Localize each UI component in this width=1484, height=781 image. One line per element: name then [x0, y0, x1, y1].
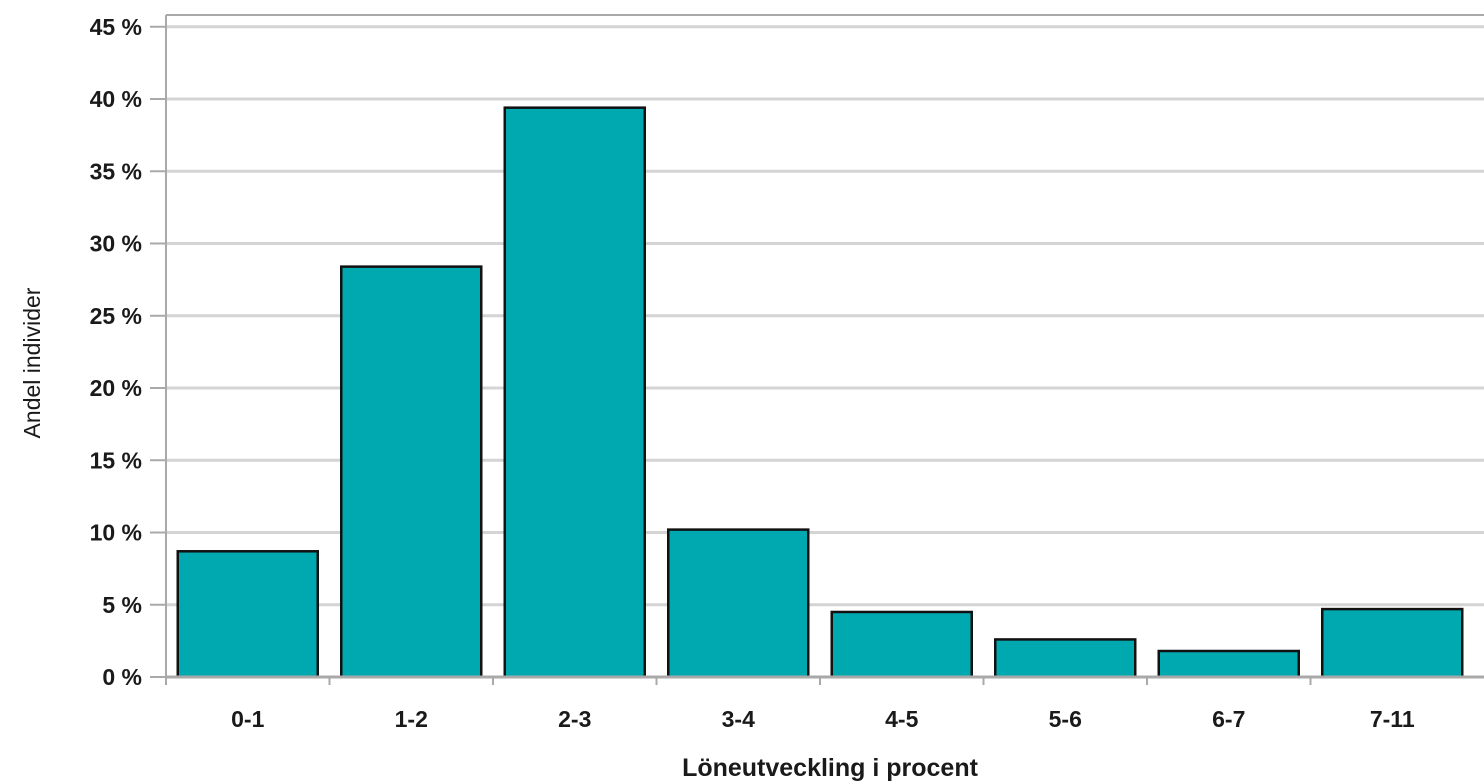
bar-4-5: [830, 610, 973, 679]
y-tick-label: 25 %: [90, 303, 142, 329]
bar-2-3: [503, 106, 646, 679]
x-tick-label: 2-3: [558, 706, 591, 732]
x-tick-label: 0-1: [231, 706, 264, 732]
bar-0-1: [176, 550, 319, 679]
bar-7-11: [1321, 607, 1464, 679]
x-axis-title: Löneutveckling i procent: [682, 754, 979, 781]
x-tick-label: 1-2: [395, 706, 428, 732]
x-tick-label: 5-6: [1049, 706, 1082, 732]
y-tick-label: 0 %: [102, 664, 142, 690]
x-tick-label: 3-4: [722, 706, 755, 732]
y-tick-label: 35 %: [90, 158, 142, 184]
y-tick-label: 30 %: [90, 231, 142, 257]
y-tick-label: 45 %: [90, 14, 142, 40]
x-tick-label: 7-11: [1370, 706, 1415, 732]
bar-3-4: [667, 528, 810, 679]
x-tick-label: 4-5: [885, 706, 918, 732]
x-tick-labels: 0-1 1-2 2-3 3-4 4-5 5-6 6-7 7-11: [231, 706, 1415, 732]
y-tick-label: 40 %: [90, 86, 142, 112]
axes: [150, 14, 1484, 685]
x-tick-label: 6-7: [1212, 706, 1245, 732]
y-tick-label: 10 %: [90, 520, 142, 546]
y-axis-title: Andel individer: [19, 287, 45, 438]
bar-6-7: [1157, 649, 1300, 679]
y-tick-label: 5 %: [102, 592, 142, 618]
bar-1-2: [340, 265, 483, 679]
bars: [176, 106, 1464, 679]
y-tick-labels: 0 % 5 % 10 % 15 % 20 % 25 % 30 % 35 % 40 % 45 %: [90, 14, 142, 690]
y-tick-label: 15 %: [90, 447, 142, 473]
y-tick-label: 20 %: [90, 375, 142, 401]
bar-5-6: [994, 638, 1137, 679]
